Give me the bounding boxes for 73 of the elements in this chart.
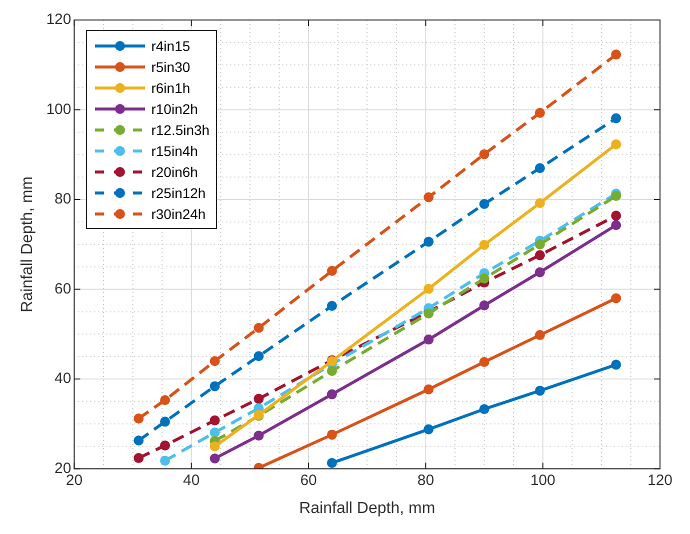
point xyxy=(160,440,170,450)
point xyxy=(210,356,220,366)
legend-label: r6in1h xyxy=(151,80,190,96)
point xyxy=(254,394,264,404)
legend-label: r10in2h xyxy=(151,100,198,116)
x-tick-label: 20 xyxy=(66,472,83,489)
point xyxy=(210,453,220,464)
y-tick-label: 60 xyxy=(54,280,72,298)
point xyxy=(210,441,220,452)
point xyxy=(611,293,622,304)
point xyxy=(424,424,434,434)
point xyxy=(479,300,490,310)
y-tick-label: 120 xyxy=(46,11,72,28)
point xyxy=(534,239,545,250)
point xyxy=(254,351,264,362)
point xyxy=(534,108,545,118)
point xyxy=(254,322,264,333)
point xyxy=(611,50,622,60)
point xyxy=(160,395,170,406)
point xyxy=(424,192,434,202)
point xyxy=(424,236,434,247)
point xyxy=(160,416,170,427)
point xyxy=(424,334,434,345)
point xyxy=(534,198,545,208)
point xyxy=(611,360,622,370)
point xyxy=(611,210,622,221)
point xyxy=(424,384,434,394)
point xyxy=(479,199,490,210)
point xyxy=(160,456,170,466)
point xyxy=(534,163,545,174)
point xyxy=(611,139,622,150)
x-axis-title: Rainfall Depth, mm xyxy=(299,500,436,517)
point xyxy=(479,356,490,367)
x-tick-label: 60 xyxy=(300,472,317,489)
point xyxy=(534,267,545,278)
point xyxy=(210,381,220,392)
point xyxy=(479,404,490,414)
point xyxy=(326,300,337,311)
point xyxy=(534,330,545,340)
y-axis-title: Rainfall Depth, mm xyxy=(19,176,36,312)
point xyxy=(134,414,144,424)
point xyxy=(210,415,220,426)
legend-label: r25in12h xyxy=(151,184,206,200)
legend-label: r12.5in3h xyxy=(151,122,210,138)
x-tick-label: 40 xyxy=(183,472,200,489)
y-tick-label: 100 xyxy=(46,100,72,118)
point xyxy=(326,430,337,440)
point xyxy=(479,149,490,160)
point xyxy=(611,220,622,230)
legend-label: r30in24h xyxy=(151,206,206,222)
x-tick-label: 120 xyxy=(647,472,673,489)
point xyxy=(479,240,490,250)
x-tick-label: 80 xyxy=(417,472,434,489)
point xyxy=(326,266,337,276)
legend-label: r5in30 xyxy=(151,58,190,74)
point xyxy=(534,386,545,396)
point xyxy=(134,436,144,446)
point xyxy=(534,250,545,260)
y-tick-label: 40 xyxy=(54,370,72,388)
legend-label: r20in6h xyxy=(151,164,198,180)
legend-label: r15in4h xyxy=(151,142,198,158)
point xyxy=(424,284,434,294)
point xyxy=(479,274,490,284)
point xyxy=(326,366,337,376)
point xyxy=(326,458,337,468)
y-tick-label: 80 xyxy=(54,190,72,208)
point xyxy=(326,389,337,400)
point xyxy=(254,430,264,441)
x-tick-label: 100 xyxy=(530,472,556,489)
legend-label: r4in15 xyxy=(151,38,190,54)
point xyxy=(611,113,622,124)
point xyxy=(210,427,220,438)
point xyxy=(134,453,144,464)
